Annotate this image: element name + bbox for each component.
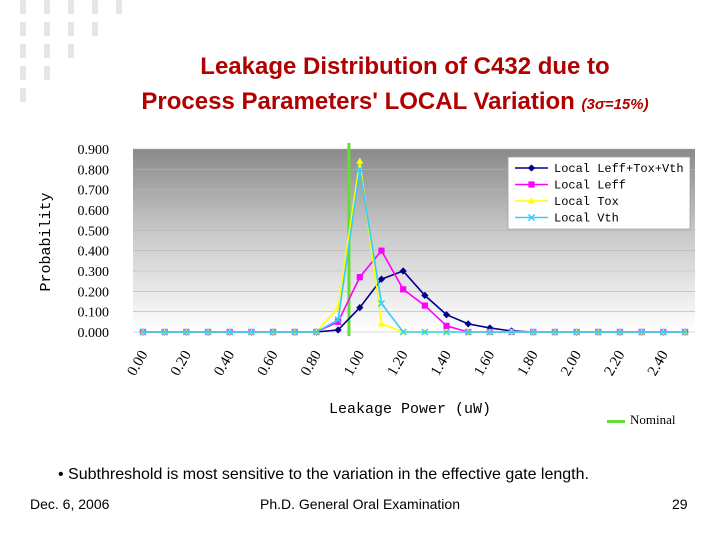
y-tick-label: 0.800 [78,163,110,178]
data-point [334,326,342,334]
y-tick-label: 0.200 [78,285,110,300]
x-tick-label: 0.80 [298,348,325,379]
data-point [421,302,428,309]
data-point [528,181,535,188]
y-tick-label: 0.900 [78,143,110,158]
x-tick-label: 0.60 [255,348,282,379]
data-point [638,328,646,336]
nominal-key: Nominal [607,412,676,428]
legend-item: Local Vth [515,212,619,226]
x-tick-label: 0.40 [211,348,238,379]
y-tick-label: 0.500 [78,224,110,239]
data-point [161,328,169,336]
x-tick-label: 1.80 [515,348,542,379]
data-point [269,328,277,336]
data-point [400,286,407,293]
data-point [527,213,536,222]
x-axis-ticks: 0.00 0.20 0.40 0.60 0.80 1.00 1.20 1.40 1.60 1.80… [124,348,671,379]
data-point [356,274,363,281]
y-tick-label: 0.300 [78,265,110,280]
data-point [247,328,255,336]
data-point [616,328,624,336]
x-tick-label: 0.00 [124,348,151,379]
title-main-text: Process Parameters' LOCAL Variation [141,88,575,115]
gridlines [133,148,695,333]
y-tick-label: 0.000 [78,326,110,341]
slide-title-line2: Process Parameters' LOCAL Variation (3σ=… [70,88,720,116]
x-tick-label: 2.40 [645,348,672,379]
legend-label: Local Leff [554,179,626,193]
data-point [356,165,364,173]
legend-label: Local Tox [554,195,619,209]
bullet-text: • Subthreshold is most sensitive to the … [58,466,589,483]
data-point [377,299,386,308]
x-tick-label: 1.60 [471,348,498,379]
legend-item: Local Leff [515,179,626,193]
data-point [573,328,581,336]
x-tick-label: 2.00 [558,348,585,379]
footer-event: Ph.D. General Oral Examination [260,496,460,512]
x-axis-label: Leakage Power (uW) [329,401,491,418]
data-point [443,322,450,329]
data-point [486,328,494,336]
slide-title-line1: Leakage Distribution of C432 due to [200,53,610,80]
sigma-note: (3σ=15%) [581,96,649,113]
data-point [356,157,364,164]
x-tick-label: 0.20 [168,348,195,379]
x-tick-label: 1.00 [341,348,368,379]
data-point [204,328,212,336]
footer-page-number: 29 [672,496,688,512]
y-tick-label: 0.700 [78,184,110,199]
data-point [659,328,667,336]
data-point [399,267,407,275]
series-3 [139,165,689,336]
x-tick-label: 1.40 [428,348,455,379]
data-point [334,316,342,324]
data-point [527,197,536,204]
data-point [291,328,299,336]
y-axis-label: Probability [38,192,55,291]
y-tick-label: 0.600 [78,204,110,219]
data-point [182,328,190,336]
footer-date: Dec. 6, 2006 [30,496,110,512]
data-point [378,247,385,254]
series-group [139,157,689,336]
data-point [312,328,321,336]
data-point [226,328,234,336]
nominal-label: Nominal [630,412,676,427]
data-point [442,311,451,319]
data-point [399,328,407,336]
y-tick-label: 0.400 [78,245,110,260]
data-point [527,164,536,172]
legend-label: Local Vth [554,212,619,226]
x-tick-label: 2.20 [601,348,628,379]
legend-item: Local Leff+Tox+Vth [515,162,684,176]
series-line [143,169,685,333]
data-point [594,328,602,336]
y-tick-label: 0.100 [78,306,110,321]
data-point [529,328,537,336]
leakage-chart: 0.000 0.100 0.200 0.300 0.400 0.500 0.600 0.700… [38,143,695,418]
data-point [335,318,342,325]
data-point [442,328,451,336]
legend: Local Leff+Tox+Vth Local Leff Local Tox Loc… [507,156,691,230]
nominal-swatch [607,419,625,423]
corner-decoration [20,0,122,102]
x-tick-label: 1.20 [385,348,412,379]
data-point [551,328,559,336]
data-point [421,328,429,336]
data-point [377,320,386,327]
data-point [681,328,689,336]
data-point [464,328,472,336]
data-point [139,328,147,336]
data-point [421,291,429,299]
legend-item: Local Tox [515,195,619,209]
y-axis-ticks: 0.000 0.100 0.200 0.300 0.400 0.500 0.600 0.700… [78,143,110,341]
data-point [507,328,516,336]
legend-label: Local Leff+Tox+Vth [554,162,684,176]
